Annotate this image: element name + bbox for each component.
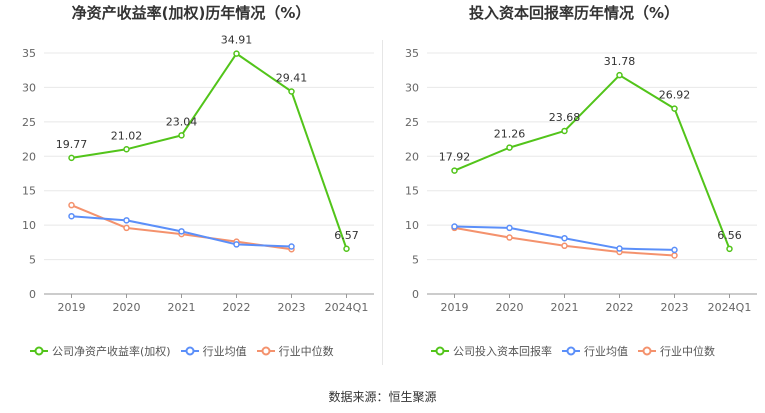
data-point [726,245,733,253]
y-tick-label: 5 [29,254,36,267]
data-point [561,127,568,135]
x-tick-label: 2021 [551,301,579,314]
data-point [123,217,130,224]
legend-label: 行业中位数 [278,345,334,358]
y-tick-label: 35 [22,47,36,60]
x-tick-label: 2022 [223,301,251,314]
y-tick-label: 5 [412,254,419,267]
series-line [71,204,292,251]
data-label: 21.02 [111,129,143,142]
data-label: 21.26 [494,128,526,141]
legend-label: 行业均值 [202,345,247,358]
y-tick-label: 15 [405,185,419,198]
panel-divider [382,40,383,365]
series-line [454,74,731,250]
x-tick-label: 2021 [168,301,196,314]
y-tick-label: 15 [22,185,36,198]
legend-line-marker-icon [180,346,199,356]
data-point [233,241,240,248]
data-point [616,71,623,79]
y-tick-label: 20 [405,150,419,163]
data-point [68,154,75,162]
data-label: 23.04 [166,115,198,128]
data-label: 26.92 [659,89,691,102]
y-tick-label: 30 [22,81,36,94]
data-point [288,88,295,95]
y-tick-label: 10 [22,219,36,232]
data-point [68,201,75,209]
roic-line-chart: 0 5 10 15 20 25 30 35 2019 2020 2021 2022 2023 2024Q1… [405,47,757,314]
legend-label: 行业均值 [584,345,628,358]
legend-item-industry-mean[interactable]: 行业均值 [562,343,628,359]
data-point [178,228,185,235]
data-label: 23.68 [549,111,581,124]
legend-line-marker-icon [638,346,656,356]
series-line [454,226,675,257]
x-tick-label: 2024Q1 [708,301,752,314]
y-tick-label: 0 [29,288,36,301]
y-tick-label: 0 [412,288,419,301]
data-label: 6.57 [334,229,359,242]
legend-label: 公司净资产收益率(加权) [52,345,171,358]
chart-title: 投入资本回报率历年情况（%） [468,4,680,22]
data-label: 19.77 [56,138,88,151]
data-label: 17.92 [439,151,471,164]
data-point [68,212,75,220]
y-tick-label: 30 [405,81,419,94]
data-point [451,167,458,174]
data-point [671,246,678,254]
data-point [561,234,568,242]
legend-line-marker-icon [256,346,275,356]
data-label: 6.56 [717,229,742,242]
chart-legend: 公司净资产收益率(加权) 行业均值 行业中位数 [30,343,344,359]
y-tick-label: 10 [405,219,419,232]
y-tick-label: 35 [405,47,419,60]
data-point [343,245,350,253]
y-tick-label: 20 [22,150,36,163]
x-tick-label: 2020 [496,301,524,314]
data-point [616,245,623,252]
legend-item-company[interactable]: 公司投入资本回报率 [431,343,552,359]
data-point [288,243,295,250]
chart-title: 净资产收益率(加权)历年情况（%） [71,4,311,22]
x-tick-label: 2019 [58,301,86,314]
data-label: 34.91 [221,34,253,47]
legend-label: 公司投入资本回报率 [453,345,552,358]
data-point [123,224,130,232]
roic-chart-panel: 投入资本回报率历年情况（%） 0 5 10 15 20 25 30 35 2019 2020 202… [383,0,765,370]
chart-legend: 公司投入资本回报率 行业均值 行业中位数 [431,343,725,359]
data-point [506,234,513,241]
legend-line-marker-icon [431,346,449,356]
legend-line-marker-icon [562,346,580,356]
legend-line-marker-icon [30,346,48,356]
data-point [561,242,568,250]
roe-chart-panel: 净资产收益率(加权)历年情况（%） 0 5 10 15 20 25 30 35 2019 2020… [0,0,382,370]
y-tick-label: 25 [22,116,36,129]
roe-line-chart: 0 5 10 15 20 25 30 35 2019 2020 2021 2022 2023 2024Q1… [22,34,374,314]
data-point [451,223,458,230]
legend-label: 行业中位数 [660,345,715,358]
data-point [671,105,678,112]
x-tick-label: 2020 [113,301,141,314]
legend-item-industry-mean[interactable]: 行业均值 [180,343,247,359]
data-point [506,144,513,151]
data-point [671,252,678,259]
y-tick-label: 25 [405,116,419,129]
data-source-note: 数据来源：恒生聚源 [328,390,437,404]
legend-item-industry-median[interactable]: 行业中位数 [256,343,334,359]
legend-item-company[interactable]: 公司净资产收益率(加权) [30,343,171,359]
x-tick-label: 2023 [278,301,306,314]
data-point [178,132,185,139]
x-tick-label: 2019 [441,301,469,314]
data-label: 31.78 [604,55,636,68]
series-line [71,52,348,250]
x-tick-label: 2022 [606,301,634,314]
data-point [506,224,513,232]
x-tick-label: 2023 [661,301,689,314]
x-tick-label: 2024Q1 [325,301,369,314]
data-point [123,146,130,153]
data-label: 29.41 [276,71,308,84]
data-point [233,50,240,57]
legend-item-industry-median[interactable]: 行业中位数 [638,343,715,359]
